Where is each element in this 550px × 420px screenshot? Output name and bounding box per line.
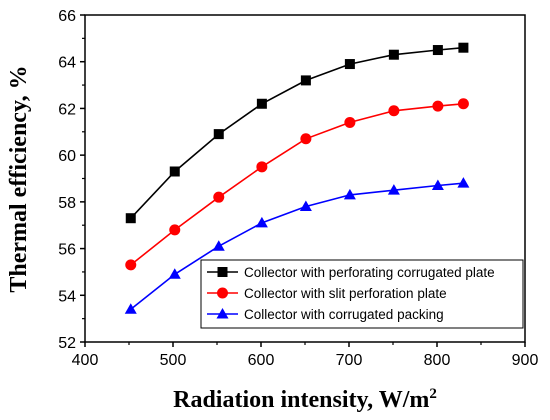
series-line — [130, 46, 464, 219]
x-tick-label: 400 — [72, 352, 99, 369]
x-tick-label: 500 — [160, 352, 187, 369]
data-point — [388, 105, 400, 117]
data-point — [256, 161, 268, 173]
x-axis-title: Radiation intensity, W/m2 — [173, 386, 437, 413]
legend-label: Collector with perforating corrugated pl… — [244, 265, 495, 280]
legend-items: Collector with perforating corrugated pl… — [207, 265, 495, 322]
data-point — [212, 240, 225, 251]
series-circle — [125, 98, 469, 271]
series-triangle — [124, 177, 470, 314]
y-axis-title: Thermal efficiency, % — [6, 65, 32, 292]
data-point — [169, 166, 180, 177]
data-point — [213, 129, 224, 140]
data-point — [458, 42, 469, 53]
data-point — [299, 200, 312, 212]
data-point — [124, 303, 137, 314]
y-tick-label: 64 — [58, 55, 76, 72]
x-tick-label: 700 — [336, 352, 363, 369]
x-axis-title-superscript: 2 — [429, 386, 437, 402]
legend: Collector with perforating corrugated pl… — [200, 259, 524, 329]
data-point — [125, 213, 136, 224]
x-axis: 400 500 600 700 800 900 — [72, 342, 539, 369]
y-tick-label: 62 — [58, 101, 76, 118]
y-tick-label: 58 — [58, 195, 76, 212]
data-point — [457, 177, 470, 188]
y-tick-label: 52 — [58, 335, 76, 352]
data-point — [213, 191, 225, 203]
data-point — [255, 216, 268, 228]
data-point — [256, 98, 267, 109]
data-point — [387, 184, 400, 195]
series-square — [125, 42, 469, 224]
series-layer — [124, 42, 470, 314]
legend-box — [200, 259, 524, 329]
y-tick-label: 54 — [58, 288, 76, 305]
data-point — [344, 59, 355, 70]
data-point — [343, 188, 356, 200]
legend-label: Collector with slit perforation plate — [244, 286, 447, 301]
x-tick-label: 800 — [424, 352, 451, 369]
y-tick-label: 56 — [58, 242, 76, 259]
data-point — [431, 179, 444, 191]
data-point — [168, 268, 181, 279]
data-point — [300, 75, 311, 86]
data-point — [457, 98, 469, 110]
legend-marker — [217, 287, 228, 299]
legend-marker — [217, 267, 228, 277]
legend-label: Collector with corrugated packing — [244, 307, 444, 322]
data-point — [300, 133, 312, 145]
legend-item: Collector with slit perforation plate — [207, 286, 447, 301]
legend-item: Collector with corrugated packing — [207, 307, 444, 322]
y-axis: 52 54 56 58 60 62 64 66 — [58, 8, 85, 352]
series-line — [130, 103, 464, 266]
data-point — [432, 45, 443, 56]
data-point — [125, 259, 137, 271]
y-tick-label: 60 — [58, 148, 76, 165]
data-point — [432, 100, 444, 112]
legend-marker — [216, 308, 229, 319]
legend-item: Collector with perforating corrugated pl… — [207, 265, 495, 280]
data-point — [169, 224, 181, 236]
x-tick-label: 600 — [248, 352, 275, 369]
x-axis-title-text: Radiation intensity, W/m — [173, 387, 429, 413]
y-tick-label: 66 — [58, 8, 76, 25]
data-point — [388, 49, 399, 60]
x-tick-label: 900 — [512, 352, 539, 369]
data-point — [344, 116, 356, 128]
